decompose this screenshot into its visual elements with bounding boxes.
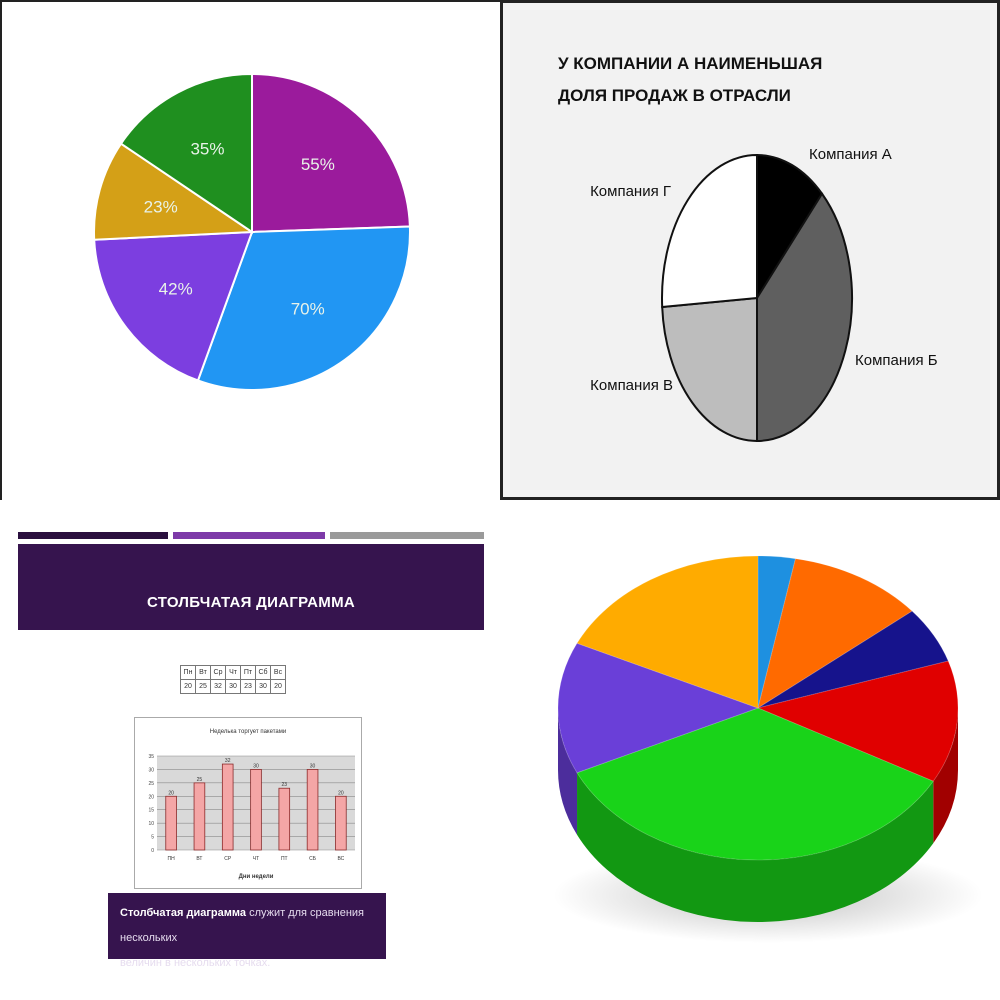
day-name-cell: Ср bbox=[210, 665, 226, 680]
bar bbox=[306, 769, 319, 851]
slice-percent-label: 55% bbox=[301, 155, 335, 174]
slide-title: СТОЛБЧАТАЯ ДИАГРАММА bbox=[146, 594, 356, 611]
pie-chart-percent: 55% 70% 42% 23% 35% bbox=[93, 72, 411, 391]
x-tick-label: ЧТ bbox=[253, 856, 259, 862]
bar-value-label: 30 bbox=[310, 763, 316, 769]
company-label: Компания Б bbox=[855, 352, 938, 369]
bar bbox=[193, 782, 206, 851]
slide-header: СТОЛБЧАТАЯ ДИАГРАММА bbox=[18, 544, 484, 630]
company-label: Компания А bbox=[809, 146, 892, 163]
chart-title-line-2: ДОЛЯ ПРОДАЖ В ОТРАСЛИ bbox=[558, 86, 791, 105]
day-value-cell: 30 bbox=[225, 679, 241, 694]
company-share-pie-chart: У КОМПАНИИ А НАИМЕНЬШАЯ ДОЛЯ ПРОДАЖ В ОТ… bbox=[558, 54, 938, 443]
pie-side-wall bbox=[577, 772, 934, 922]
slide-top-stripe-purple bbox=[173, 532, 325, 539]
slide-top-stripe-gray bbox=[330, 532, 484, 539]
pie-slice bbox=[93, 142, 256, 241]
pie-slice bbox=[576, 555, 759, 709]
bar-chart: Неделька торгует пакетами 0 5 10 15 20 25 30 35 2… bbox=[148, 729, 355, 880]
bar-chart-title: Неделька торгует пакетами bbox=[210, 729, 287, 735]
pie-side-wall bbox=[933, 708, 958, 844]
y-tick-label: 25 bbox=[148, 781, 154, 787]
bar bbox=[250, 769, 262, 851]
y-tick-label: 35 bbox=[148, 754, 154, 760]
day-values-table: Пн Вт Ср Чт Пт Сб Вс 20 25 32 30 23 30 20 bbox=[180, 665, 286, 694]
y-tick-label: 10 bbox=[148, 821, 154, 827]
x-tick-label: ПТ bbox=[281, 856, 288, 862]
pie-slice bbox=[757, 558, 913, 710]
day-value-cell: 25 bbox=[195, 679, 211, 694]
x-tick-label: СР bbox=[224, 856, 232, 862]
pie-slice bbox=[557, 642, 760, 774]
y-tick-label: 0 bbox=[151, 848, 154, 854]
pie-side-wall bbox=[558, 708, 578, 835]
day-name-cell: Вс bbox=[270, 665, 286, 680]
pie-slice bbox=[576, 707, 935, 861]
bar-value-label: 30 bbox=[253, 763, 259, 769]
x-tick-label: СБ bbox=[309, 856, 317, 862]
x-tick-label: ВС bbox=[337, 856, 344, 862]
pie-slice bbox=[756, 153, 824, 302]
day-value-cell: 20 bbox=[270, 679, 286, 694]
company-label: Компания Г bbox=[590, 183, 671, 200]
pie-slice bbox=[119, 72, 253, 234]
bar-value-label: 20 bbox=[168, 790, 174, 796]
pie-3d-panel bbox=[500, 500, 1000, 1000]
caption-line-1: Столбчатая диаграмма служит для сравнени… bbox=[120, 901, 380, 951]
bar-value-label: 25 bbox=[197, 777, 203, 783]
day-name-cell: Пн bbox=[180, 665, 196, 680]
slice-percent-label: 42% bbox=[159, 279, 193, 298]
bar bbox=[165, 795, 177, 851]
y-tick-label: 5 bbox=[151, 835, 154, 841]
pie-slice bbox=[756, 660, 959, 782]
slice-percent-label: 23% bbox=[144, 198, 178, 217]
bar-value-label: 23 bbox=[282, 782, 288, 788]
day-value-cell: 30 bbox=[255, 679, 271, 694]
slide-top-stripe-dark bbox=[18, 532, 168, 539]
pie-chart-3d bbox=[553, 555, 983, 943]
chart-title-line-1: У КОМПАНИИ А НАИМЕНЬШАЯ bbox=[558, 54, 822, 73]
pie-slice bbox=[661, 296, 758, 443]
slice-percent-label: 70% bbox=[291, 300, 325, 319]
slide-caption: Столбчатая диаграмма служит для сравнени… bbox=[108, 893, 386, 969]
day-name-cell: Чт bbox=[225, 665, 241, 680]
day-value-cell: 32 bbox=[210, 679, 226, 694]
bar-chart-box: Неделька торгует пакетами 0 5 10 15 20 25 30 35 2… bbox=[134, 717, 362, 889]
slice-percent-label: 35% bbox=[190, 139, 224, 158]
company-label: Компания В bbox=[590, 377, 673, 394]
pie-slice bbox=[661, 153, 758, 309]
day-values-row: 20 25 32 30 23 30 20 bbox=[180, 679, 286, 694]
pie-slice bbox=[757, 610, 949, 709]
bar-value-label: 32 bbox=[225, 758, 231, 764]
y-tick-label: 20 bbox=[148, 794, 154, 800]
caption-bold: Столбчатая диаграмма bbox=[120, 907, 247, 919]
day-name-cell: Вт bbox=[195, 665, 211, 680]
day-name-cell: Сб bbox=[255, 665, 271, 680]
pie-slice bbox=[196, 225, 411, 391]
bar bbox=[335, 795, 347, 851]
y-tick-label: 30 bbox=[148, 767, 154, 773]
caption-line-2: величин в нескольких точках. bbox=[120, 957, 271, 969]
bar-value-label: 20 bbox=[338, 790, 344, 796]
bar bbox=[278, 787, 291, 851]
x-tick-label: ПН bbox=[168, 856, 176, 862]
pie-chart-percent-panel: 55% 70% 42% 23% 35% bbox=[0, 0, 500, 500]
bar bbox=[221, 763, 234, 851]
bar-chart-slide-panel: СТОЛБЧАТАЯ ДИАГРАММА Пн Вт Ср Чт Пт Сб Вс 20 25… bbox=[0, 500, 500, 1000]
pie-slice bbox=[756, 191, 853, 443]
y-tick-label: 15 bbox=[148, 808, 154, 814]
day-value-cell: 23 bbox=[240, 679, 256, 694]
pie-slice bbox=[251, 72, 411, 234]
pie-slice bbox=[93, 230, 254, 382]
caption-rest: служит для сравнения нескольких bbox=[120, 907, 365, 944]
x-axis-label: Дни недели bbox=[239, 874, 274, 880]
company-share-panel: У КОМПАНИИ А НАИМЕНЬШАЯ ДОЛЯ ПРОДАЖ В ОТ… bbox=[500, 0, 1000, 500]
x-tick-label: ВТ bbox=[196, 856, 202, 862]
pie-slice bbox=[757, 555, 797, 709]
day-name-cell: Пт bbox=[240, 665, 256, 680]
day-names-row: Пн Вт Ср Чт Пт Сб Вс bbox=[180, 665, 286, 680]
day-value-cell: 20 bbox=[180, 679, 196, 694]
